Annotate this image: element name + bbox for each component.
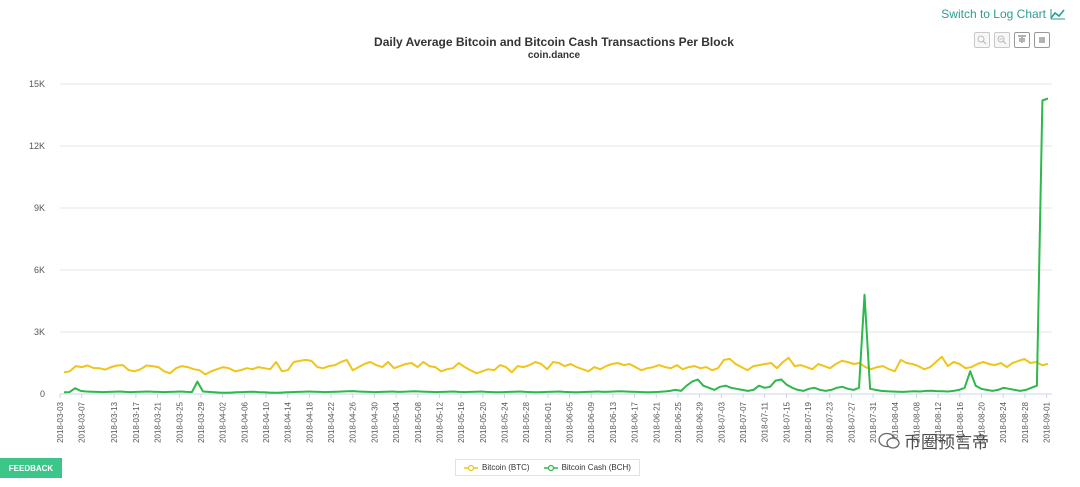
x-tick-label: 2018-04-14: [284, 401, 293, 442]
legend-label-bch: Bitcoin Cash (BCH): [561, 463, 631, 472]
chart-grid: [60, 83, 1052, 395]
x-tick-label: 2018-08-04: [891, 401, 900, 442]
x-tick-label: 2018-06-21: [652, 401, 661, 442]
series-line-btc: [63, 355, 1049, 376]
x-tick-label: 2018-08-20: [978, 401, 987, 442]
x-tick-label: 2018-07-15: [782, 401, 791, 442]
y-tick-label: 9K: [34, 203, 45, 213]
y-tick-label: 3K: [34, 327, 45, 337]
watermark: 币圈预言帝: [878, 428, 989, 453]
x-tick-label: 2018-07-11: [761, 401, 770, 442]
x-tick-label: 2018-05-08: [414, 401, 423, 442]
chart-series: [63, 97, 1049, 394]
x-tick-label: 2018-05-12: [435, 401, 444, 442]
switch-to-log-chart-link[interactable]: Switch to Log Chart: [941, 7, 1066, 21]
x-tick-label: 2018-03-25: [175, 401, 184, 442]
x-tick-label: 2018-06-09: [587, 401, 596, 442]
x-tick-label: 2018-08-16: [956, 401, 965, 442]
watermark-text: 币圈预言帝: [904, 433, 989, 453]
y-tick-label: 15K: [29, 79, 45, 89]
chat-bubble-icon: [878, 432, 900, 449]
x-tick-label: 2018-04-02: [219, 401, 228, 442]
legend-marker-bch: [543, 464, 558, 471]
x-tick-label: 2018-06-17: [631, 401, 640, 442]
chart-subtitle: coin.dance: [527, 50, 581, 61]
x-tick-label: 2018-07-31: [869, 401, 878, 442]
zoom-in-icon[interactable]: [974, 32, 990, 48]
x-tick-label: 2018-04-06: [240, 401, 249, 442]
x-tick-label: 2018-04-30: [370, 401, 379, 442]
x-tick-label: 2018-06-13: [609, 401, 618, 442]
x-tick-label: 2018-03-29: [197, 401, 206, 442]
y-axis-ticks: 0 3K 6K 9K 12K 15K: [29, 79, 45, 399]
x-tick-label: 2018-07-03: [717, 401, 726, 442]
x-tick-label: 2018-03-21: [154, 401, 163, 442]
x-axis-ticks: 2018-03-03 2018-03-07 2018-03-13 2018-03-17…: [56, 394, 1052, 443]
y-tick-label: 12K: [29, 141, 45, 151]
x-tick-label: 2018-05-28: [522, 401, 531, 442]
x-tick-label: 2018-04-10: [262, 401, 271, 442]
zoom-reset-icon[interactable]: [994, 32, 1010, 48]
x-tick-label: 2018-04-26: [349, 401, 358, 442]
legend-item-btc[interactable]: Bitcoin (BTC): [464, 463, 530, 472]
x-tick-label: 2018-03-07: [78, 401, 87, 442]
x-tick-label: 2018-05-24: [501, 401, 510, 442]
x-tick-label: 2018-03-17: [132, 401, 141, 442]
x-tick-label: 2018-06-29: [696, 401, 705, 442]
x-tick-label: 2018-04-22: [327, 401, 336, 442]
x-tick-label: 2018-04-18: [305, 401, 314, 442]
x-tick-label: 2018-03-03: [56, 401, 65, 442]
x-tick-label: 2018-03-13: [110, 401, 119, 442]
x-tick-label: 2018-07-23: [826, 401, 835, 442]
chart-title: Daily Average Bitcoin and Bitcoin Cash T…: [374, 35, 734, 49]
y-tick-label: 6K: [34, 265, 45, 275]
x-tick-label: 2018-05-20: [479, 401, 488, 442]
x-tick-label: 2018-05-16: [457, 401, 466, 442]
chart-toolbar: [974, 32, 1050, 48]
line-chart-icon: [1050, 9, 1065, 20]
x-tick-label: 2018-07-27: [847, 401, 856, 442]
download-icon[interactable]: [1014, 32, 1030, 48]
legend-item-bch[interactable]: Bitcoin Cash (BCH): [543, 463, 631, 472]
x-tick-label: 2018-07-19: [804, 401, 813, 442]
x-tick-label: 2018-08-28: [1021, 401, 1030, 442]
x-tick-label: 2018-07-07: [739, 401, 748, 442]
x-tick-label: 2018-08-08: [912, 401, 921, 442]
x-tick-label: 2018-09-01: [1043, 401, 1052, 442]
series-line-bch: [63, 97, 1049, 394]
legend-marker-btc: [464, 464, 478, 471]
y-tick-label: 0: [40, 389, 45, 399]
x-tick-label: 2018-08-24: [999, 401, 1008, 442]
x-tick-label: 2018-06-25: [674, 401, 683, 442]
chart-legend: Bitcoin (BTC) Bitcoin Cash (BCH): [455, 459, 640, 476]
x-tick-label: 2018-08-12: [934, 401, 943, 442]
legend-label-btc: Bitcoin (BTC): [482, 463, 530, 472]
feedback-button[interactable]: FEEDBACK: [0, 458, 62, 478]
menu-icon[interactable]: [1034, 32, 1050, 48]
x-tick-label: 2018-05-04: [392, 401, 401, 442]
switch-label: Switch to Log Chart: [941, 7, 1046, 21]
x-tick-label: 2018-06-05: [566, 401, 575, 442]
x-tick-label: 2018-06-01: [544, 401, 553, 442]
